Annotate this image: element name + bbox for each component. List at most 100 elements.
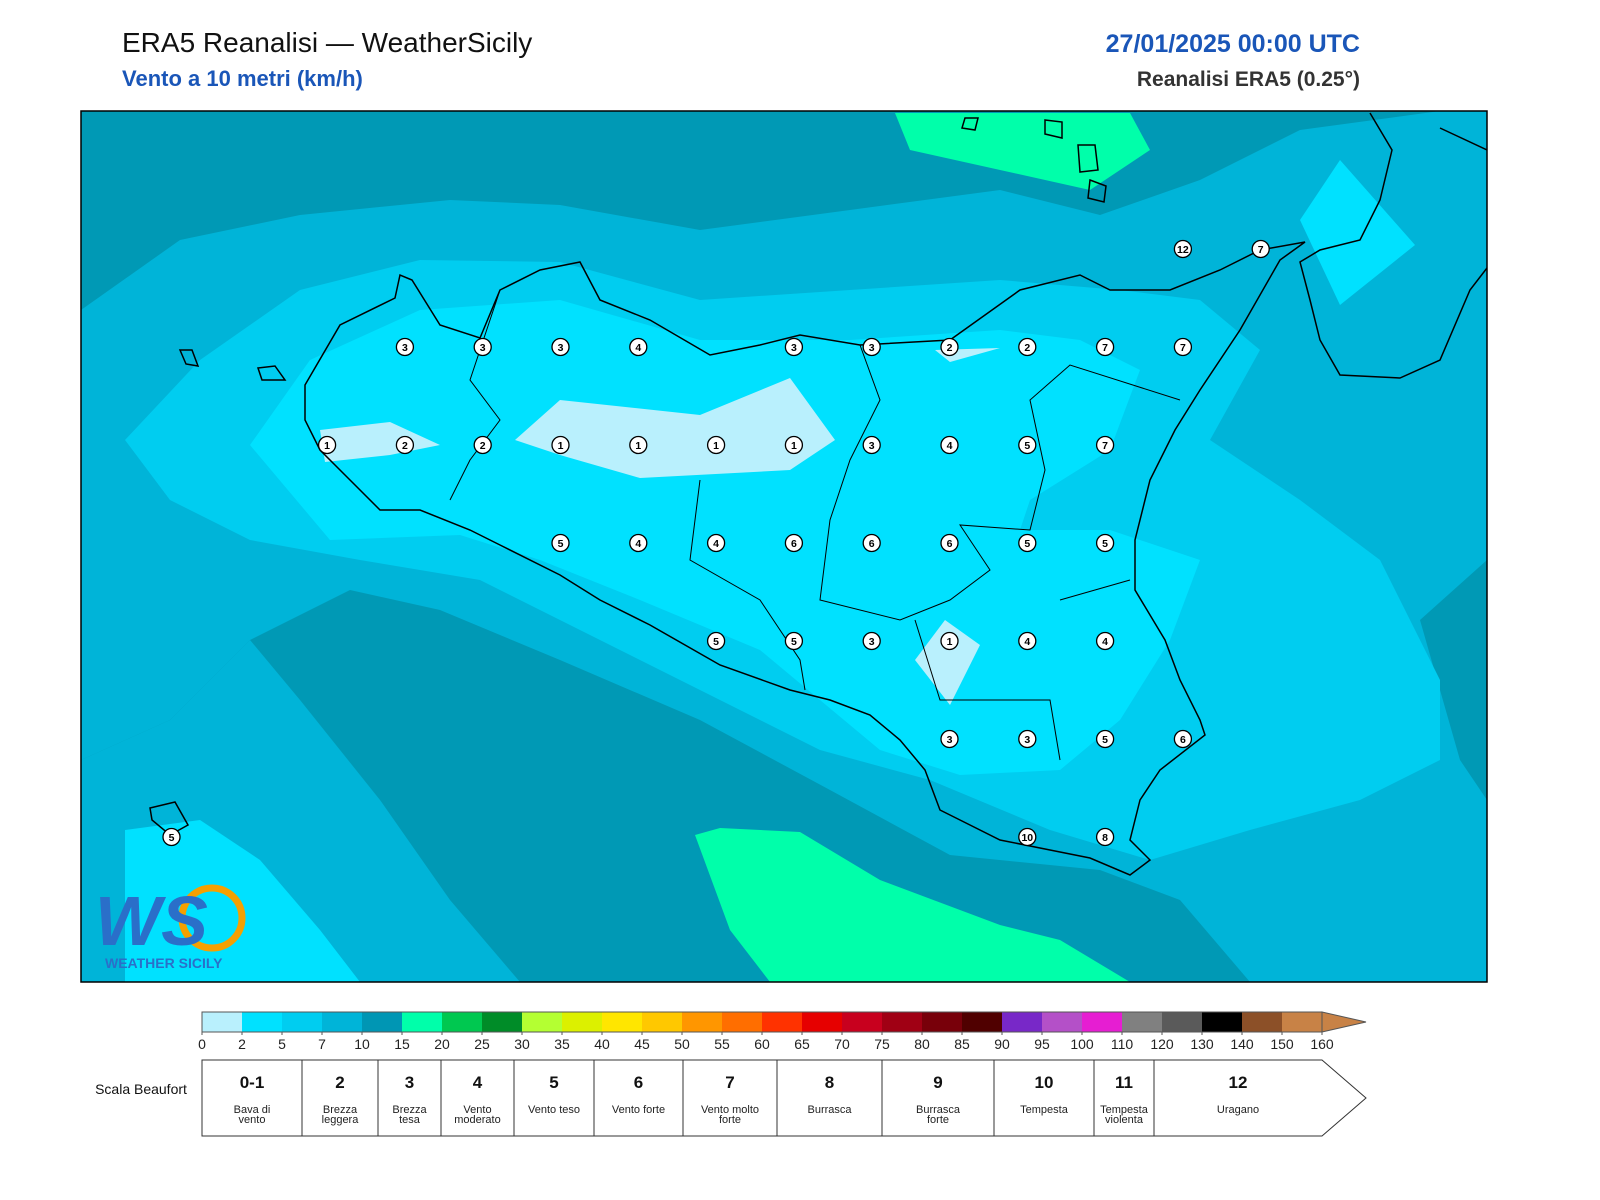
wind-value: 3	[402, 342, 408, 354]
wind-marker	[1095, 827, 1115, 847]
wind-marker	[940, 435, 959, 455]
colorbar-tick-label: 45	[634, 1036, 650, 1052]
map-frame	[80, 110, 1488, 983]
zone-15-s	[695, 828, 1130, 982]
wind-marker	[1173, 729, 1193, 749]
wind-marker	[940, 533, 959, 553]
wind-value: 7	[1180, 342, 1186, 354]
wind-marker	[1251, 239, 1270, 259]
logo-mark: WS	[95, 882, 208, 960]
wind-marker	[940, 729, 959, 749]
beaufort-force: 2	[335, 1073, 344, 1092]
wind-marker	[1018, 827, 1037, 847]
wind-value: 5	[791, 636, 797, 648]
beaufort-force: 6	[634, 1073, 643, 1092]
wind-value: 4	[635, 342, 641, 354]
title: ERA5 Reanalisi — WeatherSicily	[122, 27, 532, 58]
beaufort-force: 12	[1229, 1073, 1248, 1092]
wind-marker	[1095, 337, 1115, 357]
colorbar-tick-label: 15	[394, 1036, 410, 1052]
wind-marker	[1095, 533, 1115, 553]
colorbar-swatch	[322, 1012, 362, 1032]
logo: WS WEATHER SICILY	[95, 882, 246, 971]
colorbar-tick-label: 55	[714, 1036, 730, 1052]
colorbar-swatch	[482, 1012, 522, 1032]
wind-value: 4	[1102, 636, 1108, 648]
datetime: 27/01/2025 00:00 UTC	[1106, 30, 1360, 58]
wind-value: 1	[713, 440, 719, 452]
colorbar-swatch	[602, 1012, 642, 1032]
wind-value: 2	[947, 342, 953, 354]
wind-marker	[784, 533, 804, 553]
wind-value: 3	[947, 734, 953, 746]
beaufort-label: Burrasca	[807, 1104, 852, 1116]
colorbar-tick-label: 140	[1230, 1036, 1254, 1052]
beaufort-force: 5	[549, 1073, 558, 1092]
wind-marker	[551, 435, 570, 455]
wind-value: 2	[480, 440, 486, 452]
beaufort-label: Vento teso	[528, 1104, 580, 1116]
beaufort-label: Brezza leggera	[321, 1104, 359, 1126]
colorbar-tick-label: 2	[238, 1036, 246, 1052]
colorbar-tick-label: 35	[554, 1036, 570, 1052]
wind-value: 5	[1102, 734, 1108, 746]
colorbar-tick-label: 70	[834, 1036, 850, 1052]
wind-value: 5	[169, 832, 175, 844]
colorbar-tick-label: 95	[1034, 1036, 1050, 1052]
colorbar-swatch	[1162, 1012, 1202, 1032]
colorbar-swatch	[722, 1012, 762, 1032]
beaufort-force: 7	[725, 1073, 734, 1092]
wind-marker	[551, 337, 570, 357]
wind-marker	[629, 533, 648, 553]
wind-marker	[1095, 729, 1115, 749]
wind-value: 6	[791, 538, 797, 550]
wind-value: 5	[558, 538, 564, 550]
wind-value: 3	[869, 342, 875, 354]
calabria	[1299, 112, 1487, 379]
colorbar: 0 2 5 7 10 15 20 25 30 35 40 45 50 55 60 65 70 75 80 85 90 95…	[198, 1011, 1367, 1052]
colorbar-swatch	[1082, 1012, 1122, 1032]
wind-value: 5	[713, 636, 719, 648]
colorbar-tick-label: 120	[1150, 1036, 1174, 1052]
wind-value: 3	[558, 342, 564, 354]
colorbar-tick-label: 7	[318, 1036, 326, 1052]
wind-value: 1	[635, 440, 641, 452]
zone-2-c	[515, 378, 835, 478]
wind-marker	[1173, 239, 1193, 259]
wind-value: 1	[324, 440, 330, 452]
wind-value: 7	[1258, 244, 1264, 256]
wind-value: 4	[713, 538, 719, 550]
colorbar-swatch	[1002, 1012, 1042, 1032]
coastlines	[149, 112, 1487, 876]
wind-marker	[940, 631, 959, 651]
colorbar-tick-label: 10	[354, 1036, 370, 1052]
wind-value: 12	[1177, 244, 1189, 256]
colorbar-swatch	[842, 1012, 882, 1032]
zone-5-sw	[125, 820, 360, 982]
markers: 12 73 3 3 4 3 3 2 2 7 71 2 2 1 1 1 1 3 4 5 75 4 4 6 6 6 5 55 5 3 1 4 43 3…	[162, 239, 1270, 847]
wind-value: 3	[480, 342, 486, 354]
logo-text: WEATHER SICILY	[105, 955, 223, 971]
colorbar-swatch	[522, 1012, 562, 1032]
beaufort-force: 0-1	[240, 1073, 265, 1092]
wind-marker	[784, 631, 804, 651]
wind-marker	[395, 337, 415, 357]
wind-marker	[395, 435, 415, 455]
wind-marker	[1095, 631, 1115, 651]
wind-value: 3	[869, 636, 875, 648]
beaufort-label: Vento molto forte	[700, 1104, 760, 1126]
colorbar-swatch	[1122, 1012, 1162, 1032]
wind-marker	[784, 435, 804, 455]
wind-marker	[629, 435, 648, 455]
wind-value: 6	[947, 538, 953, 550]
colorbar-tick-label: 65	[794, 1036, 810, 1052]
wind-marker	[862, 435, 881, 455]
wind-value: 6	[869, 538, 875, 550]
beaufort-force: 8	[825, 1073, 834, 1092]
beaufort-label: Uragano	[1216, 1104, 1260, 1116]
beaufort-title: Scala Beaufort	[95, 1081, 187, 1097]
colorbar-tick-label: 5	[278, 1036, 286, 1052]
colorbar-tick-label: 20	[434, 1036, 450, 1052]
wind-value: 6	[1180, 734, 1186, 746]
